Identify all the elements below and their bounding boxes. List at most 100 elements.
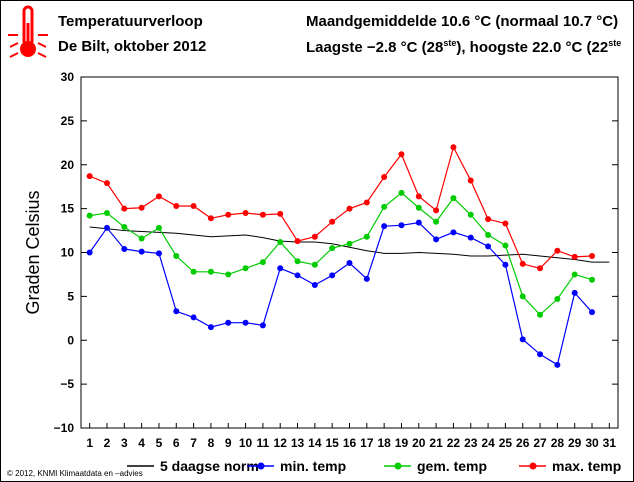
data-point-min <box>207 324 214 331</box>
data-point-gem <box>589 276 596 283</box>
y-tick-label: −5 <box>60 377 74 391</box>
x-tick-label: 31 <box>603 436 617 450</box>
legend-label-norm: 5 daagse norm <box>160 458 259 474</box>
data-point-min <box>433 236 440 243</box>
x-tick-label: 12 <box>274 436 288 450</box>
data-point-max <box>554 247 561 254</box>
data-point-max <box>571 253 578 260</box>
data-point-gem <box>346 240 353 247</box>
legend-marker-gem <box>394 462 402 470</box>
data-point-max <box>537 265 544 272</box>
data-point-min <box>173 308 180 315</box>
data-point-max <box>121 205 128 212</box>
data-point-gem <box>259 259 266 266</box>
copyright: © 2012, KNMI Klimaatdata en –advies <box>7 469 143 478</box>
y-tick-label: 15 <box>61 202 75 216</box>
data-point-max <box>86 173 93 180</box>
data-point-max <box>311 233 318 240</box>
extremes-text-a: Laagste −2.8 °C (28 <box>306 39 444 56</box>
y-tick-label: 5 <box>67 289 74 303</box>
x-tick-label: 24 <box>481 436 495 450</box>
data-point-gem <box>121 224 128 231</box>
x-tick-label: 16 <box>343 436 357 450</box>
data-point-max <box>190 202 197 209</box>
data-point-min <box>242 319 249 326</box>
y-tick-label: 0 <box>67 333 74 347</box>
x-tick-label: 27 <box>533 436 547 450</box>
data-point-min <box>259 322 266 329</box>
data-point-max <box>242 210 249 217</box>
data-point-gem <box>242 265 249 272</box>
month-average: Maandgemiddelde 10.6 °C (normaal 10.7 °C… <box>306 13 619 30</box>
data-point-max <box>155 193 162 200</box>
x-tick-label: 2 <box>104 436 111 450</box>
data-point-gem <box>329 245 336 252</box>
data-point-min <box>467 234 474 241</box>
data-point-min <box>381 223 388 230</box>
data-point-max <box>502 220 509 227</box>
data-point-max <box>103 180 110 187</box>
thermometer-icon <box>8 5 48 58</box>
x-tick-label: 17 <box>360 436 374 450</box>
x-tick-label: 4 <box>138 436 145 450</box>
data-point-min <box>294 272 301 279</box>
data-point-gem <box>173 253 180 260</box>
x-tick-label: 14 <box>308 436 322 450</box>
data-point-gem <box>277 238 284 245</box>
data-point-min <box>190 314 197 321</box>
series-line-min <box>89 222 593 366</box>
x-tick-label: 25 <box>499 436 513 450</box>
data-point-max <box>173 202 180 209</box>
data-point-gem <box>225 271 232 278</box>
data-point-min <box>277 265 284 272</box>
data-point-gem <box>467 211 474 218</box>
x-tick-label: 20 <box>412 436 426 450</box>
legend-label-min: min. temp <box>280 458 346 474</box>
series-line-norm <box>89 226 610 263</box>
x-tick-label: 1 <box>86 436 93 450</box>
extremes-sup-2: ste <box>608 38 622 48</box>
x-tick-label: 28 <box>551 436 565 450</box>
y-tick-label: 30 <box>61 70 75 84</box>
data-point-max <box>381 174 388 181</box>
data-point-min <box>329 272 336 279</box>
data-point-min <box>537 351 544 358</box>
data-point-max <box>277 210 284 217</box>
data-point-max <box>329 218 336 225</box>
data-point-min <box>398 222 405 229</box>
data-point-min <box>103 224 110 231</box>
data-point-min <box>311 281 318 288</box>
data-point-gem <box>155 224 162 231</box>
x-tick-label: 5 <box>156 436 163 450</box>
data-point-min <box>554 361 561 368</box>
data-point-gem <box>502 242 509 249</box>
data-point-max <box>467 177 474 184</box>
data-point-min <box>519 336 526 343</box>
extremes-sup-1: ste <box>443 38 457 48</box>
data-point-gem <box>571 271 578 278</box>
legend-marker-max <box>529 462 537 470</box>
data-point-max <box>519 260 526 267</box>
data-point-max <box>138 204 145 211</box>
data-point-gem <box>190 268 197 275</box>
data-point-min <box>450 229 457 236</box>
data-point-gem <box>207 268 214 275</box>
x-tick-label: 10 <box>239 436 253 450</box>
data-point-max <box>450 144 457 151</box>
data-point-min <box>589 309 596 316</box>
chart-title: Temperatuurverloop <box>58 13 203 30</box>
data-point-gem <box>311 261 318 268</box>
legend-label-gem: gem. temp <box>417 458 487 474</box>
data-point-max <box>225 211 232 218</box>
data-point-gem <box>86 212 93 219</box>
y-tick-label: 10 <box>61 246 75 260</box>
data-point-min <box>485 243 492 250</box>
data-point-gem <box>485 231 492 238</box>
x-tick-label: 23 <box>464 436 478 450</box>
x-tick-label: 13 <box>291 436 305 450</box>
data-point-max <box>433 207 440 214</box>
data-point-max <box>398 151 405 158</box>
x-tick-label: 3 <box>121 436 128 450</box>
